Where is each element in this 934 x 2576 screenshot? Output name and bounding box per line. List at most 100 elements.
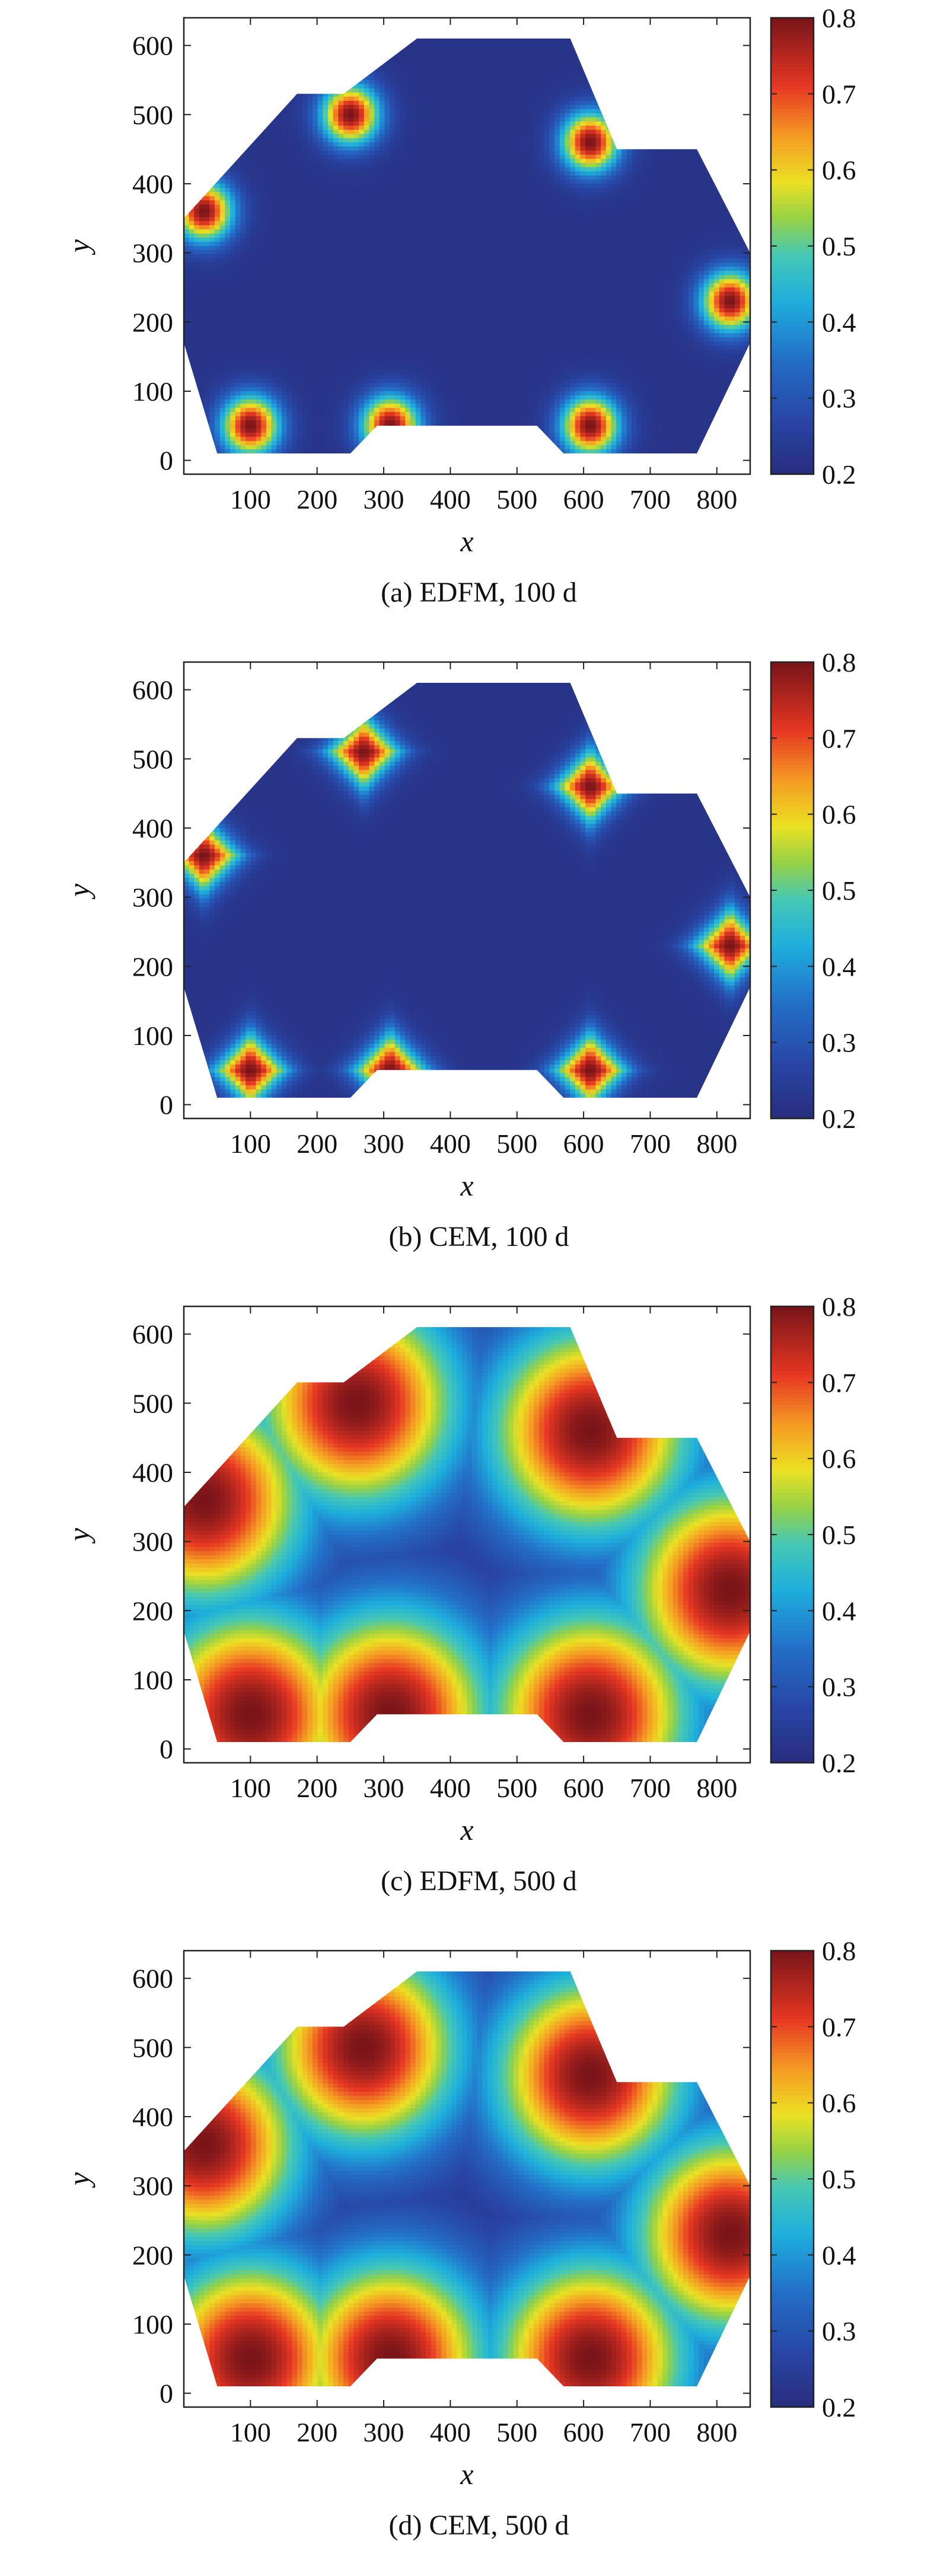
colorbar-tick-label: 0.5	[822, 231, 856, 261]
plot-frame	[183, 1305, 751, 1764]
x-tick-label: 500	[496, 1773, 537, 1803]
colorbar-tick-label: 0.8	[822, 1292, 856, 1322]
colorbar-tick-label: 0.2	[822, 459, 856, 490]
panel-caption: (a) EDFM, 100 d	[381, 577, 577, 608]
x-tick-label: 400	[430, 2417, 471, 2447]
x-tick-label: 800	[696, 1129, 737, 1159]
chart-panel-1: 100 200 300 400 500 600 700 800 0 100 200 300 400 500…	[62, 3, 856, 608]
x-tick-label: 700	[630, 484, 671, 514]
colorbar-tick-label: 0.6	[822, 800, 856, 830]
y-tick-label: 200	[132, 307, 173, 337]
y-axis-label: y	[62, 2172, 95, 2188]
panel-caption: (c) EDFM, 500 d	[381, 1865, 577, 1897]
chart-panel-4: 100 200 300 400 500 600 700 800 0 100 200 300 400 500…	[62, 1936, 856, 2541]
colorbar-tick-label: 0.2	[822, 1748, 856, 1778]
x-tick-label: 400	[430, 484, 471, 514]
colorbar-tick-label: 0.4	[822, 1596, 856, 1626]
x-axis-label: x	[460, 1169, 473, 1202]
colorbar: 0.2 0.3 0.4 0.5 0.6 0.7 0.8	[770, 1936, 856, 2422]
y-tick-label: 0	[160, 446, 173, 476]
plot-frame	[183, 661, 751, 1120]
x-tick-label: 500	[496, 2417, 537, 2447]
y-tick-label: 600	[132, 31, 173, 61]
x-tick-label: 600	[563, 484, 604, 514]
y-tick-label: 100	[132, 1021, 173, 1051]
colorbar-tick-label: 0.3	[822, 1028, 856, 1058]
colorbar-tick-label: 0.5	[822, 1520, 856, 1550]
x-tick-label: 300	[364, 484, 404, 514]
y-tick-label: 400	[132, 2102, 173, 2132]
colorbar-tick-label: 0.3	[822, 2316, 856, 2347]
colorbar-tick-label: 0.4	[822, 951, 856, 982]
y-axis-label: y	[62, 883, 95, 900]
colorbar-tick-label: 0.7	[822, 2012, 856, 2042]
y-tick-label: 0	[160, 2379, 173, 2409]
x-tick-label: 600	[563, 1129, 604, 1159]
colorbar-tick-label: 0.2	[822, 1104, 856, 1134]
y-tick-label: 200	[132, 1596, 173, 1626]
x-tick-label: 600	[563, 1773, 604, 1803]
x-tick-label: 100	[230, 2417, 271, 2447]
colorbar-tick-label: 0.8	[822, 1936, 856, 1966]
y-axis-label: y	[62, 1527, 95, 1544]
plot-frame	[183, 17, 751, 475]
x-tick-label: 300	[364, 2417, 404, 2447]
heatmap-field	[184, 683, 750, 1098]
colorbar-tick-label: 0.6	[822, 1444, 856, 1474]
x-tick-label: 300	[364, 1773, 404, 1803]
colorbar-tick-label: 0.6	[822, 155, 856, 186]
x-tick-label: 200	[297, 484, 337, 514]
y-tick-label: 500	[132, 744, 173, 774]
y-tick-label: 100	[132, 2309, 173, 2340]
colorbar-tick-label: 0.7	[822, 723, 856, 753]
x-axis-label: x	[460, 1813, 473, 1846]
colorbar-tick-label: 0.6	[822, 2088, 856, 2118]
x-tick-label: 100	[230, 1773, 271, 1803]
panel-caption: (b) CEM, 100 d	[389, 1221, 569, 1252]
y-tick-label: 500	[132, 1388, 173, 1418]
colorbar-tick-label: 0.8	[822, 3, 856, 33]
x-tick-label: 400	[430, 1773, 471, 1803]
x-tick-label: 700	[630, 1129, 671, 1159]
x-tick-label: 600	[563, 2417, 604, 2447]
panel-caption: (d) CEM, 500 d	[389, 2510, 569, 2541]
y-tick-label: 300	[132, 2171, 173, 2201]
y-tick-label: 300	[132, 238, 173, 269]
colorbar: 0.2 0.3 0.4 0.5 0.6 0.7 0.8	[770, 3, 856, 490]
colorbar: 0.2 0.3 0.4 0.5 0.6 0.7 0.8	[770, 1292, 856, 1778]
y-axis-label: y	[62, 239, 95, 255]
chart-panel-2: 100 200 300 400 500 600 700 800 0 100 200 300 400 500…	[62, 647, 856, 1252]
colorbar-tick-label: 0.3	[822, 1672, 856, 1702]
chart-panel-3: 100 200 300 400 500 600 700 800 0 100 200 300 400 500…	[62, 1292, 856, 1897]
x-tick-label: 300	[364, 1129, 404, 1159]
y-tick-label: 600	[132, 1964, 173, 1994]
colorbar-tick-label: 0.4	[822, 2240, 856, 2270]
x-axis-label: x	[460, 525, 473, 558]
x-tick-label: 800	[696, 484, 737, 514]
y-tick-label: 300	[132, 883, 173, 913]
heatmap-field	[184, 1971, 750, 2386]
colorbar-tick-label: 0.4	[822, 307, 856, 337]
y-tick-label: 0	[160, 1734, 173, 1765]
x-tick-label: 200	[297, 2417, 337, 2447]
x-axis-label: x	[460, 2457, 473, 2491]
y-tick-label: 0	[160, 1090, 173, 1120]
y-tick-label: 300	[132, 1527, 173, 1557]
x-tick-label: 100	[230, 1129, 271, 1159]
x-tick-label: 800	[696, 1773, 737, 1803]
y-tick-label: 400	[132, 1458, 173, 1488]
colorbar-tick-label: 0.5	[822, 875, 856, 906]
x-tick-label: 500	[496, 1129, 537, 1159]
x-tick-label: 700	[630, 2417, 671, 2447]
y-tick-label: 600	[132, 675, 173, 705]
x-tick-label: 700	[630, 1773, 671, 1803]
y-tick-label: 400	[132, 813, 173, 843]
y-tick-label: 500	[132, 100, 173, 130]
colorbar-tick-label: 0.7	[822, 79, 856, 109]
colorbar-tick-label: 0.2	[822, 2392, 856, 2422]
y-tick-label: 100	[132, 1665, 173, 1695]
colorbar-tick-label: 0.8	[822, 647, 856, 677]
y-tick-label: 500	[132, 2032, 173, 2063]
heatmap-field	[184, 39, 750, 453]
